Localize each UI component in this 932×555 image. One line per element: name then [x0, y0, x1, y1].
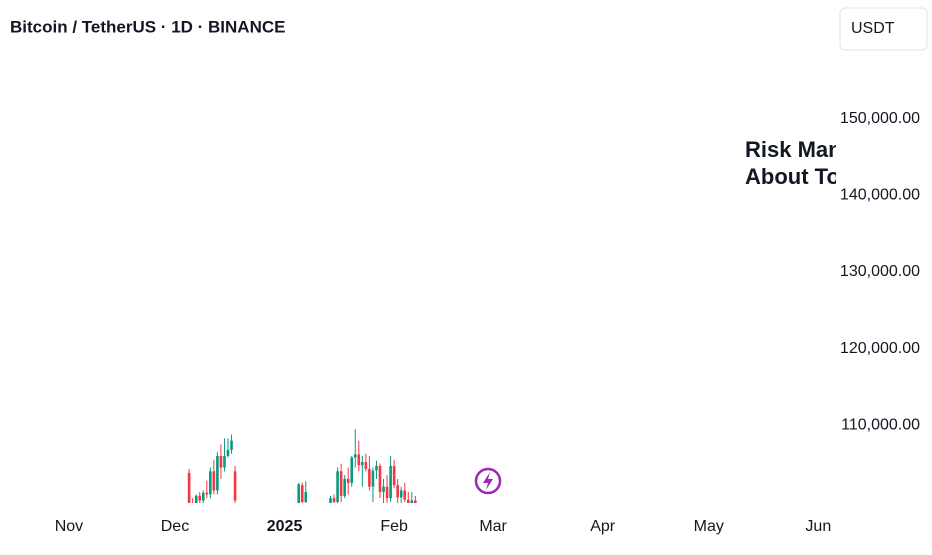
y-tick-label: 140,000.00	[840, 187, 920, 204]
candle-body	[410, 500, 414, 503]
lightning-icon[interactable]	[474, 467, 502, 495]
x-tick-label: Nov	[55, 518, 83, 535]
candle-body	[368, 469, 371, 487]
currency-label[interactable]: USDT	[851, 20, 895, 37]
candle-body	[201, 492, 205, 501]
candle-body	[212, 471, 216, 491]
y-tick-label: 130,000.00	[840, 263, 920, 280]
candle-body	[389, 465, 392, 499]
candle-body	[336, 471, 339, 502]
candle-body	[191, 506, 194, 508]
x-tick-label: Feb	[380, 518, 408, 535]
candle-body	[300, 485, 304, 502]
candle-body	[350, 457, 354, 483]
candle-body	[216, 456, 219, 491]
candle-body	[406, 499, 410, 503]
candle-body	[375, 465, 378, 471]
y-tick-label: 150,000.00	[840, 110, 920, 127]
candle-body	[304, 492, 308, 502]
chart-title: Bitcoin / TetherUS · 1D · BINANCE	[10, 17, 285, 36]
x-tick-label: Jun	[805, 518, 831, 535]
currency-button[interactable]	[839, 7, 928, 51]
candle-body	[371, 470, 375, 487]
candle-body	[339, 471, 343, 496]
y-tick-label: 110,000.00	[841, 417, 920, 434]
candle-body	[385, 486, 389, 499]
annotation: Risk Mana	[745, 137, 855, 162]
candle-body	[353, 454, 357, 458]
candle-body	[230, 440, 233, 450]
x-tick-label: Apr	[590, 518, 616, 535]
candle-body	[194, 495, 198, 503]
candle-body	[205, 492, 209, 495]
candle-body	[392, 465, 396, 486]
candle-body	[396, 485, 399, 498]
candle-body	[226, 449, 230, 456]
x-tick-label: Dec	[161, 518, 189, 535]
candle-body	[329, 498, 332, 503]
candle-body	[219, 456, 223, 468]
candle-body	[364, 462, 368, 470]
candle-body	[223, 456, 226, 468]
candle-body	[357, 454, 361, 466]
annotation: About To I	[745, 164, 852, 189]
candle-body	[382, 486, 385, 493]
candle-body	[399, 490, 403, 498]
candle-body	[343, 479, 346, 496]
candle-body	[361, 462, 364, 466]
y-tick-label: 120,000.00	[840, 340, 920, 357]
candle-body	[346, 479, 350, 483]
candle-body	[403, 490, 407, 500]
candle-body	[198, 495, 202, 501]
candle-body	[209, 471, 212, 495]
x-tick-label: 2025	[267, 518, 303, 535]
candle-body	[297, 484, 300, 503]
x-tick-label: May	[694, 518, 724, 535]
x-tick-label: Mar	[479, 518, 507, 535]
candle-body	[233, 471, 237, 501]
plot-area: Risk Mana About To I	[187, 137, 855, 508]
candle-body	[378, 465, 382, 493]
candle-body	[187, 472, 191, 503]
candle-body	[414, 500, 417, 503]
candle-body	[332, 498, 336, 502]
